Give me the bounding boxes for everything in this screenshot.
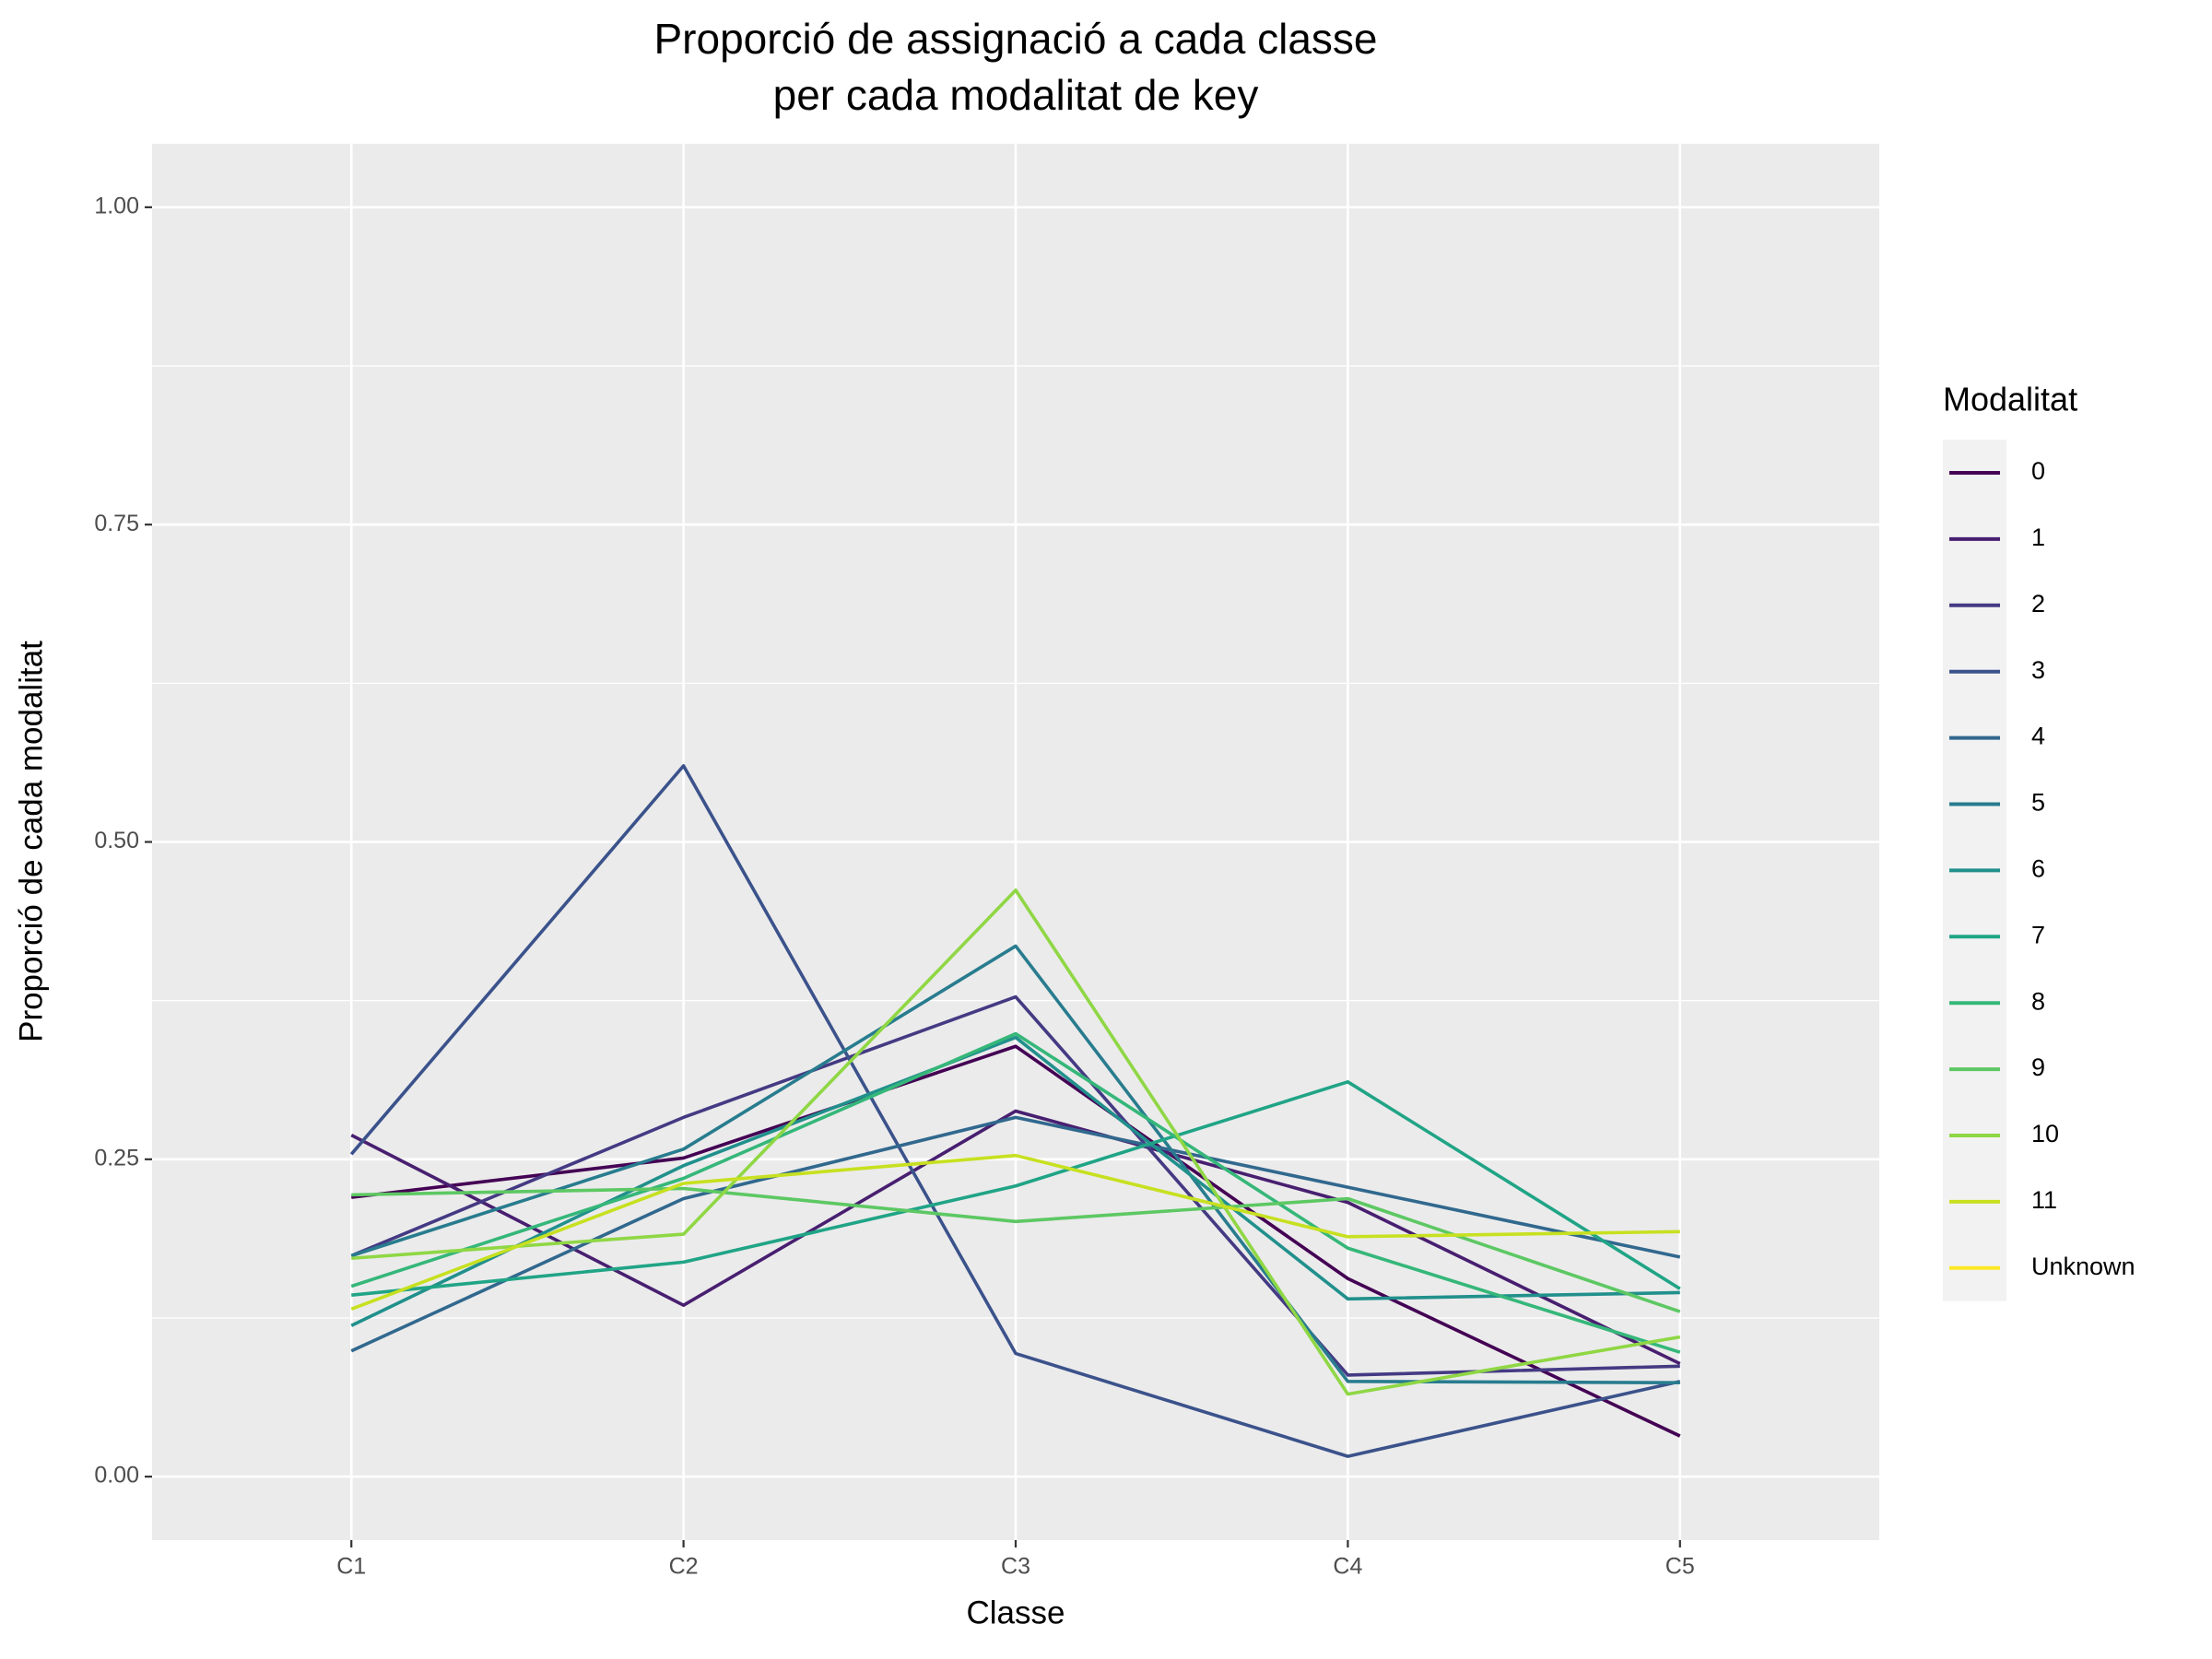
series-line [351,1080,1681,1297]
legend-title: Modalitat [1943,381,2077,418]
y-tick-label: 0.00 [94,1463,139,1488]
y-tick-label: 0.25 [94,1145,139,1171]
series-line [351,1044,1681,1438]
legend-label: 7 [2031,921,2045,948]
series-line [350,994,1680,1377]
x-tick-label: C5 [1665,1554,1695,1580]
series-line [349,764,1681,1458]
y-tick-label: 1.00 [94,193,139,218]
x-tick-label: C2 [669,1554,699,1580]
y-tick-label: 0.75 [94,511,139,536]
chart-title: per cada modalitat de key [773,71,1259,119]
legend-label: Unknown [2031,1253,2136,1280]
legend-label: 8 [2031,987,2045,1015]
x-tick-label: C3 [1001,1554,1030,1580]
legend-label: 2 [2031,590,2045,618]
x-tick-label: C4 [1333,1554,1362,1580]
legend-label: 10 [2031,1120,2059,1147]
series-line [350,1153,1680,1312]
legend-label: 4 [2031,723,2045,750]
legend-label: 3 [2031,656,2045,684]
x-axis-title: Classe [967,1594,1065,1630]
legend-label: 9 [2031,1053,2045,1081]
series-line [350,944,1680,1385]
y-axis-title: Proporció de cada modalitat [13,641,49,1042]
y-tick-label: 0.50 [94,828,139,853]
series-line [351,888,1681,1396]
legend-label: 6 [2031,855,2045,883]
legend-label: 5 [2031,789,2045,817]
series-line [350,1035,1680,1327]
series-line [350,1031,1681,1354]
x-tick-label: C1 [336,1554,366,1580]
legend-label: 0 [2031,457,2045,485]
series-line [350,1115,1681,1353]
legend-label: 1 [2031,524,2045,551]
chart-title: Proporció de assignació a cada classe [653,15,1377,63]
legend-label: 11 [2031,1186,2057,1214]
